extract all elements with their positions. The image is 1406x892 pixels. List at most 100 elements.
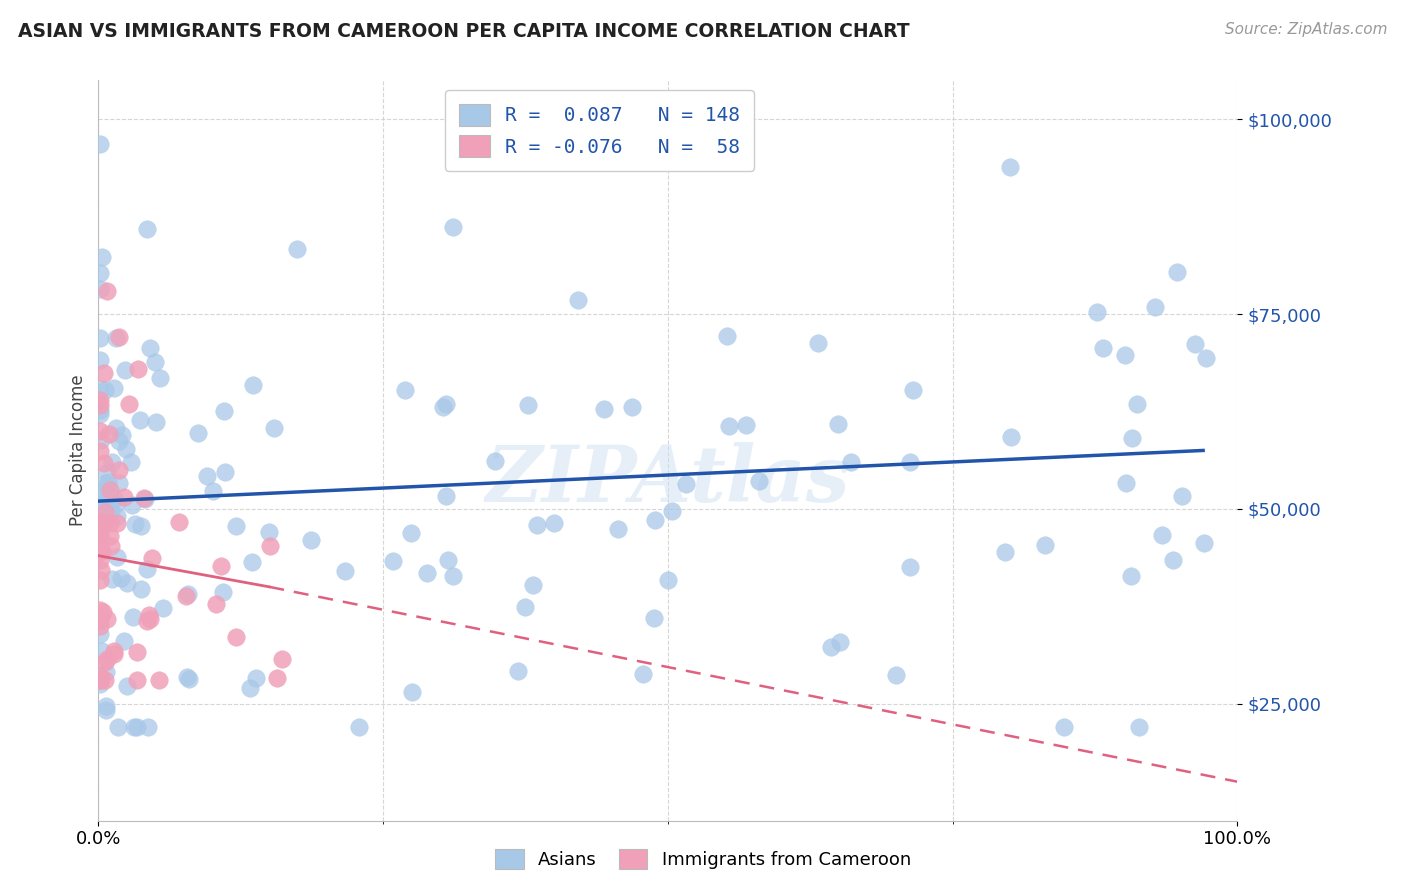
Point <box>134 491 156 506</box>
Point <box>174 589 197 603</box>
Point <box>107 720 129 734</box>
Point <box>105 549 128 564</box>
Point <box>90 544 112 558</box>
Point <box>89 513 111 527</box>
Point <box>644 513 666 527</box>
Point <box>129 519 152 533</box>
Point <box>89 424 111 438</box>
Point <box>101 573 124 587</box>
Point <box>111 428 134 442</box>
Point <box>593 402 616 417</box>
Point <box>620 400 643 414</box>
Point <box>103 647 125 661</box>
Point <box>820 640 842 654</box>
Point <box>675 476 697 491</box>
Point <box>94 673 117 688</box>
Point <box>901 384 924 398</box>
Point <box>100 539 122 553</box>
Point <box>89 353 111 368</box>
Point <box>100 455 122 469</box>
Point <box>94 481 117 495</box>
Point <box>401 526 423 541</box>
Point <box>127 361 149 376</box>
Point <box>94 665 117 679</box>
Text: ASIAN VS IMMIGRANTS FROM CAMEROON PER CAPITA INCOME CORRELATION CHART: ASIAN VS IMMIGRANTS FROM CAMEROON PER CA… <box>18 22 910 41</box>
Legend: R =  0.087   N = 148, R = -0.076   N =  58: R = 0.087 N = 148, R = -0.076 N = 58 <box>446 90 754 171</box>
Point <box>104 421 127 435</box>
Point <box>415 566 437 581</box>
Point <box>145 415 167 429</box>
Point <box>152 601 174 615</box>
Point <box>506 664 529 678</box>
Point <box>136 221 159 235</box>
Point <box>515 599 537 614</box>
Point <box>643 611 665 625</box>
Point <box>93 513 115 527</box>
Point <box>89 627 111 641</box>
Point <box>1143 301 1166 315</box>
Point <box>394 383 416 397</box>
Point <box>91 606 114 620</box>
Point <box>93 456 115 470</box>
Point <box>432 400 454 414</box>
Point <box>167 515 190 529</box>
Point <box>121 610 143 624</box>
Point <box>89 538 111 552</box>
Point <box>141 550 163 565</box>
Point <box>108 475 131 490</box>
Point <box>112 490 135 504</box>
Point <box>89 136 111 151</box>
Point <box>89 398 111 412</box>
Point <box>270 652 292 666</box>
Point <box>89 614 111 628</box>
Point <box>212 585 235 599</box>
Point <box>1161 553 1184 567</box>
Point <box>89 603 111 617</box>
Point <box>94 655 117 669</box>
Point <box>89 282 111 296</box>
Point <box>179 673 201 687</box>
Point <box>436 553 458 567</box>
Point <box>127 673 149 688</box>
Point <box>96 698 118 713</box>
Point <box>898 559 921 574</box>
Point <box>263 421 285 435</box>
Text: ZIPAtlas: ZIPAtlas <box>485 442 851 518</box>
Point <box>898 455 921 469</box>
Point <box>89 573 111 587</box>
Point <box>134 491 156 505</box>
Point <box>201 483 224 498</box>
Point <box>239 681 262 696</box>
Text: Source: ZipAtlas.com: Source: ZipAtlas.com <box>1225 22 1388 37</box>
Point <box>90 433 112 447</box>
Point <box>245 671 267 685</box>
Point <box>242 377 264 392</box>
Point <box>124 516 146 531</box>
Point <box>89 541 111 556</box>
Point <box>89 673 111 688</box>
Point <box>105 508 128 523</box>
Point <box>103 381 125 395</box>
Point <box>120 454 142 468</box>
Point <box>285 242 308 256</box>
Point <box>1121 569 1143 583</box>
Point <box>117 679 139 693</box>
Point <box>827 417 849 431</box>
Point <box>187 426 209 441</box>
Point <box>115 576 138 591</box>
Point <box>1184 337 1206 351</box>
Point <box>145 355 167 369</box>
Point <box>98 483 121 497</box>
Point <box>299 533 322 548</box>
Point <box>1166 265 1188 279</box>
Point <box>149 371 172 385</box>
Point <box>484 454 506 468</box>
Point <box>96 284 118 298</box>
Point <box>240 555 263 569</box>
Point <box>112 634 135 648</box>
Point <box>225 518 247 533</box>
Point <box>89 392 111 407</box>
Point <box>94 505 117 519</box>
Point <box>441 569 464 583</box>
Point <box>93 366 115 380</box>
